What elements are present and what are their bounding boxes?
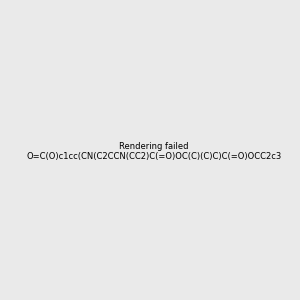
Text: Rendering failed
O=C(O)c1cc(CN(C2CCN(CC2)C(=O)OC(C)(C)C)C(=O)OCC2c3: Rendering failed O=C(O)c1cc(CN(C2CCN(CC2…	[26, 142, 281, 161]
